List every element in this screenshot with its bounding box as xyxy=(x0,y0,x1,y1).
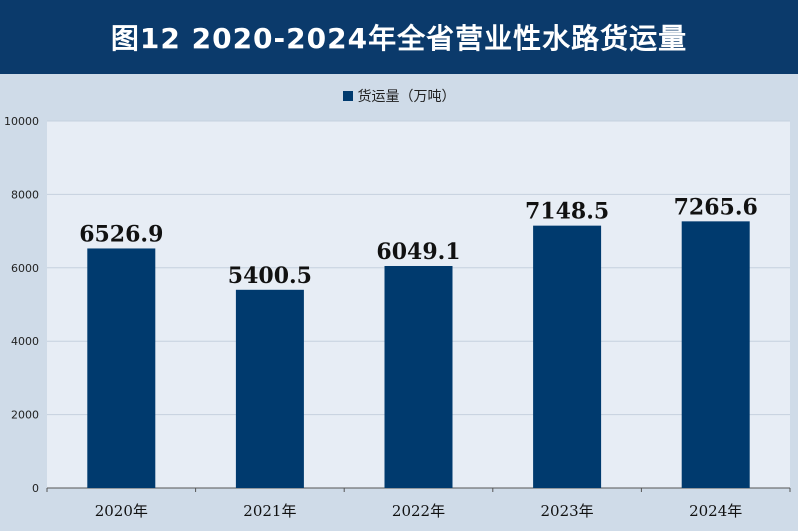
y-tick-label: 8000 xyxy=(11,188,39,201)
x-tick-label-3: 2023年 xyxy=(541,502,594,520)
y-tick-label: 2000 xyxy=(11,409,39,422)
x-tick-label-1: 2021年 xyxy=(243,502,296,520)
x-tick-label-2: 2022年 xyxy=(392,502,445,520)
legend-label: 货运量（万吨） xyxy=(357,89,456,105)
y-tick-label: 6000 xyxy=(11,262,39,275)
legend-swatch xyxy=(342,91,353,101)
chart-title: 图12 2020-2024年全省营业性水路货运量 xyxy=(110,22,688,55)
data-label-3: 7148.5 xyxy=(525,199,609,225)
data-label-0: 6526.9 xyxy=(79,221,163,247)
bar-1 xyxy=(235,289,304,488)
bar-3 xyxy=(533,225,602,488)
bar-4 xyxy=(681,221,750,488)
title-bar: 图12 2020-2024年全省营业性水路货运量 xyxy=(0,0,798,74)
data-label-1: 5400.5 xyxy=(228,263,312,289)
y-tick-label: 4000 xyxy=(11,335,39,348)
data-label-2: 6049.1 xyxy=(376,239,460,265)
bar-0 xyxy=(87,248,156,488)
legend: 货运量（万吨） xyxy=(0,86,798,106)
y-tick-label: 0 xyxy=(32,482,39,495)
data-label-4: 7265.6 xyxy=(674,194,758,220)
x-tick-label-0: 2020年 xyxy=(95,502,148,520)
bar-2 xyxy=(384,265,453,488)
x-tick-label-4: 2024年 xyxy=(689,502,742,520)
y-tick-label: 10000 xyxy=(4,115,39,128)
